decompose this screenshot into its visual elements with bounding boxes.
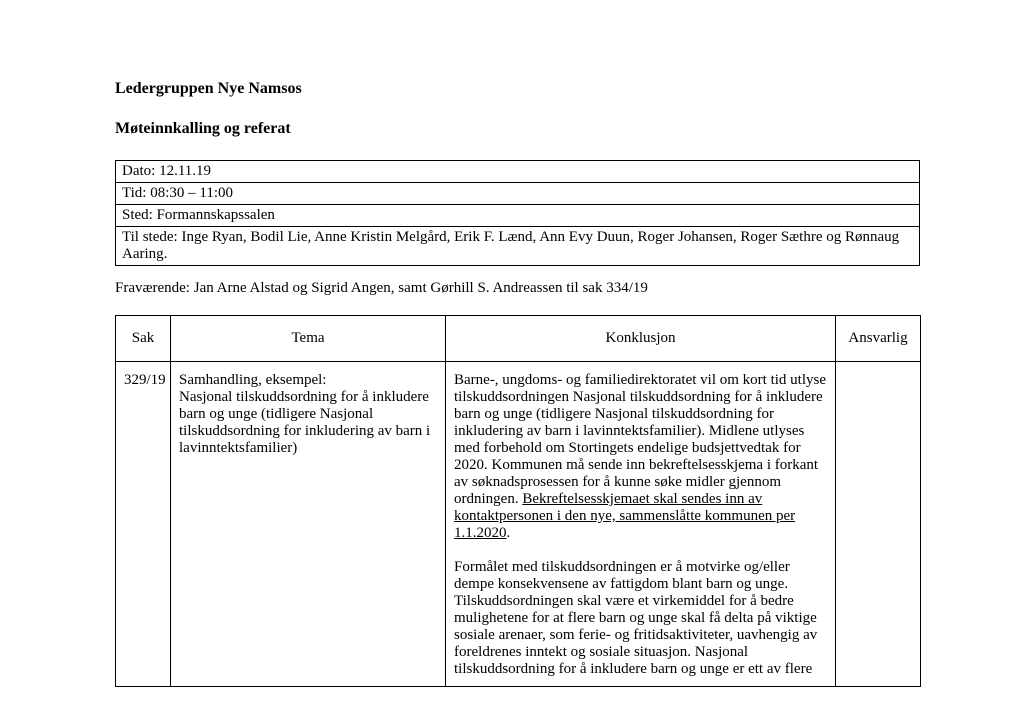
- header-tema: Tema: [171, 316, 446, 362]
- cell-konklusjon: Barne-, ungdoms- og familiedirektoratet …: [446, 362, 836, 687]
- meeting-info-table: Dato: 12.11.19 Tid: 08:30 – 11:00 Sted: …: [115, 160, 920, 266]
- doc-title-2: Møteinnkalling og referat: [115, 120, 920, 138]
- info-tid: Tid: 08:30 – 11:00: [116, 183, 920, 205]
- konk-p2: Formålet med tilskuddsordningen er å mot…: [454, 559, 817, 677]
- cell-sak: 329/19: [116, 362, 171, 687]
- agenda-table: Sak Tema Konklusjon Ansvarlig 329/19 Sam…: [115, 315, 921, 687]
- table-header-row: Sak Tema Konklusjon Ansvarlig: [116, 316, 921, 362]
- tema-line1: Samhandling, eksempel:: [179, 372, 326, 388]
- konk-p1-end: .: [507, 525, 511, 541]
- cell-ansvarlig: [836, 362, 921, 687]
- konk-p1-a: Barne-, ungdoms- og familiedirektoratet …: [454, 372, 826, 507]
- doc-title-1: Ledergruppen Nye Namsos: [115, 80, 920, 98]
- header-sak: Sak: [116, 316, 171, 362]
- absent-line: Fraværende: Jan Arne Alstad og Sigrid An…: [115, 280, 920, 297]
- info-dato: Dato: 12.11.19: [116, 161, 920, 183]
- tema-rest: Nasjonal tilskuddsordning for å inkluder…: [179, 389, 430, 456]
- cell-tema: Samhandling, eksempel: Nasjonal tilskudd…: [171, 362, 446, 687]
- info-tilstede: Til stede: Inge Ryan, Bodil Lie, Anne Kr…: [116, 227, 920, 266]
- header-ansvarlig: Ansvarlig: [836, 316, 921, 362]
- info-sted: Sted: Formannskapssalen: [116, 205, 920, 227]
- header-konklusjon: Konklusjon: [446, 316, 836, 362]
- table-row: 329/19 Samhandling, eksempel: Nasjonal t…: [116, 362, 921, 687]
